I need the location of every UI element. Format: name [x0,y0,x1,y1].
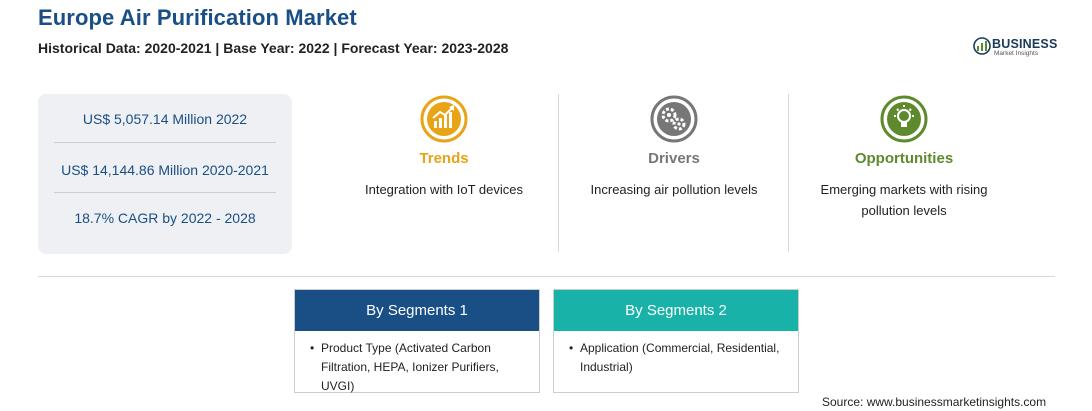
section-divider [38,276,1055,277]
highlight-drivers: Drivers Increasing air pollution levels [559,94,789,200]
highlight-title: Drivers [648,150,700,167]
segment-card-1: By Segments 1 • Product Type (Activated … [294,289,540,393]
page-title: Europe Air Purification Market [38,5,357,30]
segment-card-2: By Segments 2 • Application (Commercial,… [553,289,799,393]
segment-body: • Application (Commercial, Residential, … [554,331,798,377]
lightbulb-icon [880,95,928,143]
gears-icon [650,95,698,143]
highlight-text: Integration with IoT devices [364,182,523,197]
segment-item: Product Type (Activated Carbon Filtratio… [321,341,499,393]
source-link[interactable]: Source: www.businessmarketinsights.com [822,395,1047,409]
page-subtitle: Historical Data: 2020-2021 | Base Year: … [38,40,509,56]
column-divider [558,94,559,252]
highlight-title: Trends [419,150,469,167]
logo-name: BUSINESS [992,37,1058,51]
stat-divider [54,142,276,143]
highlight-title: Opportunities [854,150,954,167]
highlight-opportunities: Opportunities Emerging markets with risi… [789,94,1019,221]
segment-title: By Segments 2 [554,290,798,331]
stat-market-value-historical: US$ 14,144.86 Million 2020-2021 [61,162,269,178]
column-divider [788,94,789,252]
highlight-trends: Trends Integration with IoT devices [329,94,559,200]
bullet-icon: • [310,341,315,355]
segment-title: By Segments 1 [295,290,539,331]
stat-market-value-2022: US$ 5,057.14 Million 2022 [82,111,248,127]
highlight-text: Increasing air pollution levels [590,182,758,197]
market-stats-panel: US$ 5,057.14 Million 2022 US$ 14,144.86 … [38,94,292,254]
logo-tagline: Market Insights [994,50,1039,57]
stat-divider [54,192,276,193]
globe-chart-logo-icon [973,37,991,55]
bullet-icon: • [569,341,574,355]
segment-item: Application (Commercial, Residential, In… [580,341,780,374]
highlight-text: Emerging markets with rising pollution l… [820,182,988,218]
growth-chart-icon [420,95,468,143]
stat-cagr: 18.7% CAGR by 2022 - 2028 [74,210,256,226]
company-logo: BUSINESS Market Insights [972,34,1062,60]
segment-body: • Product Type (Activated Carbon Filtrat… [295,331,539,396]
